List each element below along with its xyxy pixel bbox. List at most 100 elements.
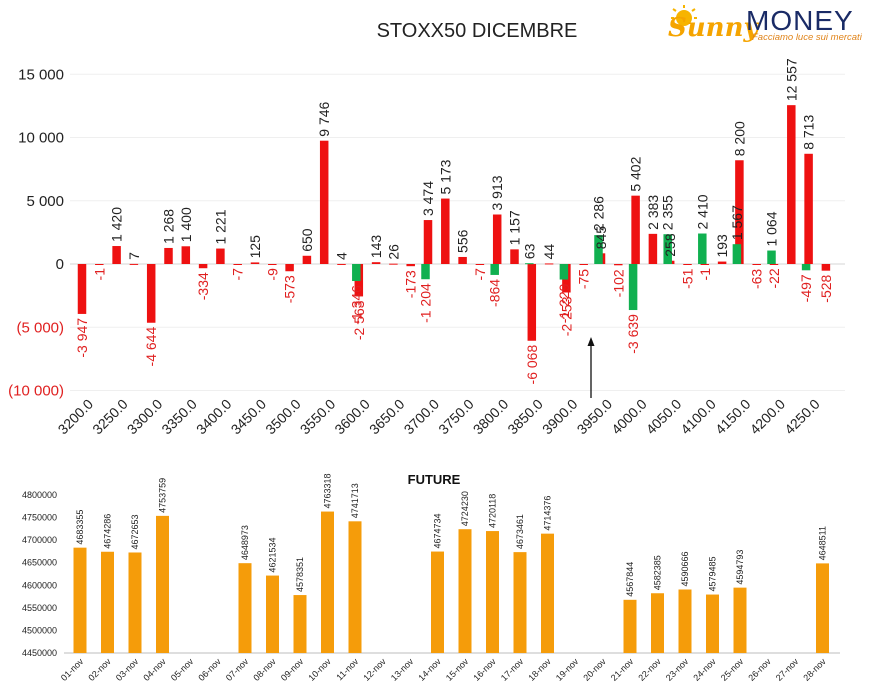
data-label: 1 064 [764, 211, 780, 246]
data-label: 4579485 [708, 556, 718, 591]
bar [406, 264, 415, 267]
bar [513, 552, 527, 653]
x-tick-label: 15-nov [444, 656, 471, 683]
data-label: 5 402 [628, 156, 644, 191]
x-tick-label: 4200.0 [747, 396, 789, 438]
x-tick-label: 3550.0 [297, 396, 339, 438]
bar [441, 198, 450, 264]
data-label: 650 [299, 228, 315, 252]
data-label: -9 [264, 268, 280, 281]
data-label: 4594793 [735, 550, 745, 585]
data-label: 4567844 [625, 562, 635, 597]
bar [527, 264, 537, 341]
x-tick-label: 08-nov [251, 656, 278, 683]
arrow-head-icon [587, 337, 595, 346]
bar [735, 160, 744, 264]
y-tick-label: 4600000 [22, 580, 57, 590]
bar [663, 234, 672, 264]
bar [146, 264, 156, 323]
data-label: 4763318 [323, 474, 333, 509]
data-label: 4590666 [680, 551, 690, 586]
bar [541, 533, 554, 653]
x-tick-label: 4100.0 [677, 396, 719, 438]
x-tick-label: 3300.0 [124, 396, 166, 438]
data-label: -173 [403, 270, 419, 298]
bar [490, 264, 499, 275]
bar [458, 256, 467, 264]
x-tick-label: 4150.0 [712, 396, 754, 438]
data-label: -1 204 [418, 283, 434, 323]
data-label: 2 410 [694, 194, 710, 229]
bar [319, 140, 329, 264]
logo-tagline: Facciamo luce sui mercati [752, 32, 863, 43]
bar [181, 246, 191, 264]
bar [77, 264, 87, 314]
bar [112, 246, 121, 264]
bar [559, 264, 569, 280]
data-label: 5 173 [437, 159, 453, 194]
x-tick-label: 4250.0 [781, 396, 823, 438]
bar [486, 531, 499, 653]
data-label: 9 746 [316, 101, 332, 136]
data-label: 4 [334, 252, 350, 260]
x-tick-label: 25-nov [719, 656, 746, 683]
data-label: 1 157 [507, 210, 523, 245]
y-tick-label: 4700000 [22, 535, 57, 545]
data-label: 258 [662, 233, 678, 257]
bar [804, 153, 813, 264]
x-tick-label: 3400.0 [193, 396, 235, 438]
bar [717, 261, 727, 264]
logo-brand-left: Sunny [668, 13, 760, 43]
x-tick-label: 20-nov [581, 656, 608, 683]
bar [732, 244, 742, 264]
bar [128, 552, 142, 653]
data-label: -51 [680, 268, 696, 288]
options-data-labels: -3 947 -1 1 420 7 -4 644 1 268 1 400 -334 1 221 -… [74, 58, 834, 384]
bar [389, 263, 398, 265]
y-tick-label: 4450000 [22, 648, 57, 658]
data-label: 1 221 [212, 209, 228, 244]
x-tick-label: 21-nov [609, 656, 636, 683]
y-tick-label: 0 [56, 256, 64, 273]
bar [293, 595, 307, 653]
bar [700, 264, 710, 265]
bar [648, 233, 658, 264]
future-bars [73, 511, 829, 653]
data-label: -864 [487, 279, 503, 307]
options-y-axis: 15 000 10 000 5 000 0 (5 000) (10 000) [8, 66, 64, 399]
data-label: 12 557 [783, 58, 799, 101]
bar [544, 263, 554, 265]
x-tick-label: 18-nov [526, 656, 553, 683]
bar [266, 575, 279, 653]
options-gridlines [70, 73, 845, 391]
x-tick-label: 3350.0 [158, 396, 200, 438]
x-tick-label: 4000.0 [608, 396, 650, 438]
data-label: 2 383 [645, 195, 661, 230]
data-label: 2 286 [591, 196, 607, 231]
bar [683, 264, 692, 265]
data-label: 143 [368, 235, 384, 259]
data-label: -1 346 [348, 285, 364, 325]
bar [250, 262, 260, 264]
data-label: 1 567 [729, 205, 745, 240]
bar [337, 263, 346, 265]
bar [628, 264, 638, 311]
data-label: -75 [576, 269, 592, 289]
data-label: -3 947 [74, 318, 90, 358]
data-label: 4621534 [268, 538, 278, 573]
x-tick-label: 07-nov [224, 656, 251, 683]
x-tick-label: 3200.0 [55, 396, 97, 438]
bar [285, 264, 294, 272]
data-label: 556 [455, 229, 471, 253]
data-label: 4672653 [130, 514, 140, 549]
x-tick-label: 04-nov [141, 656, 168, 683]
y-tick-label: 4500000 [22, 625, 57, 635]
data-label: 1 400 [178, 207, 194, 242]
bar [216, 248, 225, 264]
data-label: -102 [610, 269, 626, 297]
bar [594, 235, 603, 264]
bar [623, 599, 637, 653]
x-tick-label: 16-nov [471, 656, 498, 683]
bar [752, 264, 761, 265]
